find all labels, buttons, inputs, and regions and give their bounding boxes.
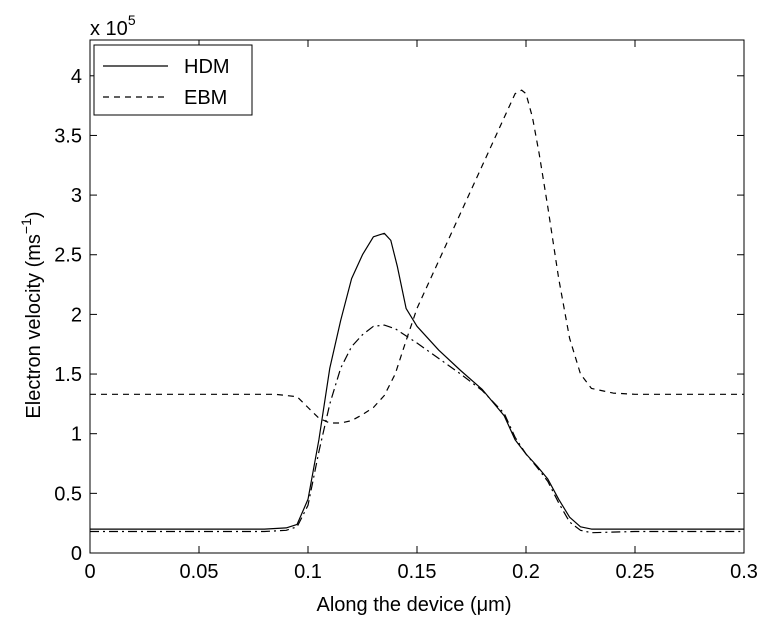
y-tick-label: 1.5 xyxy=(54,364,82,386)
series-layer xyxy=(90,89,744,534)
y-axis-label-suffix: ) xyxy=(23,211,45,218)
ticks-layer: 0 0.05 0.1 0.15 0.2 0.25 0.3 0 0.5 1 1.5 2 2.5 3 3.5 4 xyxy=(54,40,758,583)
y-tick-label: 3.5 xyxy=(54,125,82,147)
y-axis-label-prefix: Electron velocity (ms xyxy=(23,234,45,419)
x-axis-label-suffix: ) xyxy=(505,594,512,616)
y-tick-label: 1 xyxy=(71,424,82,446)
x-axis-label-unit: μm xyxy=(477,594,505,616)
x-tick-label: 0.25 xyxy=(616,561,655,583)
legend: HDM EBM xyxy=(93,44,253,116)
y-tick-label: 2 xyxy=(71,304,82,326)
x-tick-label: 0.15 xyxy=(398,561,437,583)
x-tick-label: 0.1 xyxy=(294,561,322,583)
y-tick-label: 0.5 xyxy=(54,483,82,505)
legend-label-hdm: HDM xyxy=(184,56,230,78)
y-axis-label-exp: −1 xyxy=(18,218,34,234)
legend-label-ebm: EBM xyxy=(184,87,227,109)
y-tick-label: 3 xyxy=(71,185,82,207)
y-tick-label: 2.5 xyxy=(54,245,82,267)
series-line-hdm xyxy=(90,232,744,530)
x-tick-label: 0.3 xyxy=(730,561,758,583)
y-axis-label: Electron velocity (ms−1) xyxy=(18,211,45,418)
series-line-ebm xyxy=(90,89,744,424)
y-multiplier-base: x 10 xyxy=(90,18,128,40)
x-axis-label-prefix: Along the device ( xyxy=(317,594,477,616)
y-multiplier: x 105 xyxy=(90,12,136,40)
x-tick-label: 0 xyxy=(84,561,95,583)
x-tick-label: 0.2 xyxy=(512,561,540,583)
y-multiplier-exp: 5 xyxy=(128,12,136,28)
y-tick-label: 0 xyxy=(71,543,82,565)
x-tick-label: 0.05 xyxy=(180,561,219,583)
x-axis-label: Along the device (μm) xyxy=(317,594,512,616)
legend-box xyxy=(93,44,253,116)
y-tick-label: 4 xyxy=(71,66,82,88)
